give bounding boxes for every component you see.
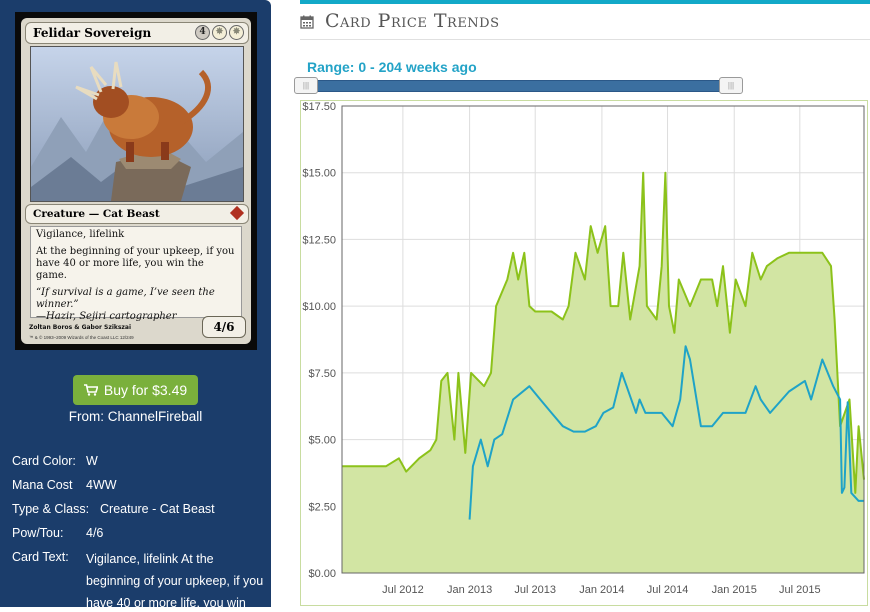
card-rules-text-2: At the beginning of your upkeep, if you … bbox=[36, 246, 235, 281]
card-sidebar: Felidar Sovereign 4 ✸ ✸ bbox=[0, 0, 271, 607]
buy-button-label: Buy for $3.49 bbox=[103, 382, 188, 398]
card-rules-text: Vigilance, lifelink bbox=[36, 229, 125, 240]
price-chart: $0.00 $2.50 $5.00 $7.50 $10.00 $12.50 $15.00 $1… bbox=[298, 98, 870, 607]
x-tick-label: Jul 2013 bbox=[514, 584, 556, 596]
x-tick-label: Jan 2013 bbox=[447, 584, 492, 596]
info-card-text-value: Vigilance, lifelink At the beginning of … bbox=[86, 552, 264, 607]
card-title-bar: Felidar Sovereign 4 ✸ ✸ bbox=[25, 22, 249, 44]
y-tick-label: $7.50 bbox=[308, 368, 336, 380]
vendor-label: From: ChannelFireball bbox=[68, 409, 203, 424]
x-tick-label: Jul 2014 bbox=[647, 584, 689, 596]
info-label: Mana Cost bbox=[12, 478, 73, 492]
card-flavor-text: “If survival is a game, I’ve seen the wi… bbox=[36, 287, 215, 310]
section-title: Card Price Trends bbox=[325, 10, 500, 32]
y-tick-label: $12.50 bbox=[302, 234, 336, 246]
card-copyright: ™ & © 1993–2009 Wizards of the Coast LLC… bbox=[29, 335, 134, 340]
card-image: Felidar Sovereign 4 ✸ ✸ bbox=[15, 12, 257, 350]
card-type-line: Creature — Cat Beast bbox=[25, 204, 249, 224]
mana-white-icon: ✸ bbox=[229, 25, 244, 40]
calendar-icon bbox=[300, 15, 314, 34]
card-power-toughness: 4/6 bbox=[202, 316, 246, 338]
info-value: Creature - Cat Beast bbox=[100, 502, 215, 516]
card-flavor-attribution: —Hazir, Sejiri cartographer bbox=[36, 311, 177, 322]
shopping-cart-icon bbox=[83, 375, 99, 405]
price-chart-svg: $0.00 $2.50 $5.00 $7.50 $10.00 $12.50 $15.00 $1… bbox=[302, 101, 865, 596]
mana-white-icon: ✸ bbox=[212, 25, 227, 40]
buy-button[interactable]: Buy for $3.49 bbox=[73, 375, 198, 405]
price-series-line-green bbox=[342, 171, 865, 494]
card-name: Felidar Sovereign bbox=[33, 26, 152, 40]
x-tick-label: Jul 2015 bbox=[779, 584, 821, 596]
info-label: Pow/Tou: bbox=[12, 526, 64, 540]
y-tick-label: $15.00 bbox=[302, 168, 336, 180]
x-tick-label: Jul 2012 bbox=[382, 584, 424, 596]
header-accent-bar bbox=[300, 0, 870, 4]
y-tick-label: $10.00 bbox=[302, 301, 336, 313]
range-label: Range: 0 - 204 weeks ago bbox=[307, 59, 477, 75]
header-divider bbox=[300, 39, 870, 40]
y-tick-label: $17.50 bbox=[302, 101, 336, 113]
y-tick-label: $0.00 bbox=[308, 568, 336, 580]
mana-cost: 4 ✸ ✸ bbox=[193, 25, 244, 45]
card-artwork bbox=[30, 46, 244, 202]
price-series-line-blue bbox=[468, 345, 864, 520]
card-type-text: Creature — Cat Beast bbox=[33, 208, 160, 220]
mana-generic-icon: 4 bbox=[195, 25, 210, 40]
info-value: 4WW bbox=[86, 478, 117, 492]
range-slider-end-handle[interactable]: ||| bbox=[719, 77, 743, 94]
card-face: Felidar Sovereign 4 ✸ ✸ bbox=[21, 18, 251, 344]
range-slider-start-handle[interactable]: ||| bbox=[294, 77, 318, 94]
y-tick-label: $2.50 bbox=[308, 501, 336, 513]
card-text-box: Vigilance, lifelink At the beginning of … bbox=[30, 226, 242, 322]
info-value: 4/6 bbox=[86, 526, 104, 540]
card-artist: Zoltan Boros & Gabor Szikszai bbox=[29, 324, 132, 331]
chart-border bbox=[300, 100, 868, 606]
set-symbol-icon bbox=[229, 205, 245, 221]
x-tick-label: Jan 2014 bbox=[579, 584, 624, 596]
info-label: Type & Class: bbox=[12, 502, 90, 516]
info-label: Card Color: bbox=[12, 454, 76, 468]
plot-frame bbox=[341, 105, 865, 574]
x-tick-label: Jan 2015 bbox=[712, 584, 757, 596]
info-label: Card Text: bbox=[12, 550, 69, 564]
range-slider[interactable] bbox=[303, 80, 742, 92]
y-tick-label: $5.00 bbox=[308, 435, 336, 447]
info-value: W bbox=[86, 454, 98, 468]
